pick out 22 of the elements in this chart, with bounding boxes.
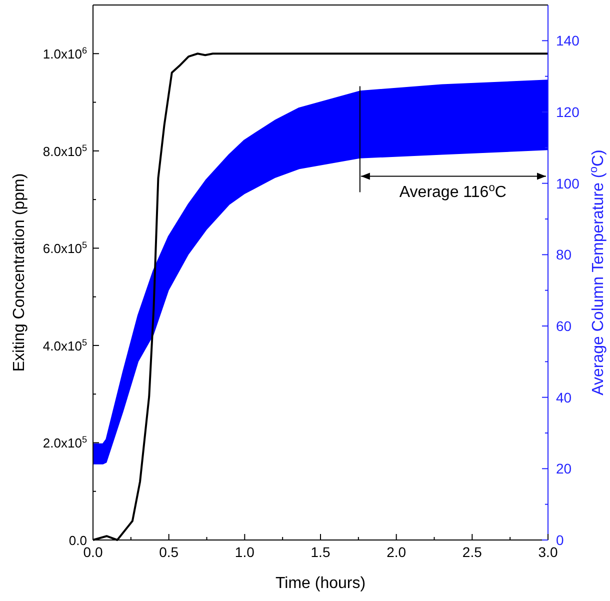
y2-tick-label: 120 [556,104,580,120]
x-axis-title: Time (hours) [275,575,366,592]
y2-tick-label: 0 [556,532,564,548]
x-tick-label: 2.5 [462,544,482,560]
y-tick-label: 8.0x10$^{5}$ [42,142,87,159]
y2-tick-label: 60 [556,318,572,334]
y-tick-label: 2.0x10$^{5}$ [42,434,87,451]
y2-tick-label: 40 [556,389,572,406]
y-tick-label: 1.0x10$^{6}$ [42,46,87,62]
y2-tick-label: 20 [556,460,572,477]
x-tick-label: 0.5 [159,544,179,560]
x-tick-label: 3.0 [538,544,558,560]
ref-line-label: Average 116$^{o}$C [399,182,506,202]
x-tick-label: 2.0 [386,544,406,560]
y2-tick-label: 140 [556,32,580,49]
y-tick-label: 4.0x10$^{5}$ [42,337,87,354]
y-axis-title: Exiting Concentration (ppm) [11,173,28,372]
x-tick-label: 1.0 [234,544,255,560]
x-tick-label: 1.5 [310,544,330,560]
y-tick-label: 6.0x10$^{5}$ [42,240,87,256]
y2-tick-label: 100 [556,175,580,192]
y2-tick-label: 80 [556,246,572,263]
